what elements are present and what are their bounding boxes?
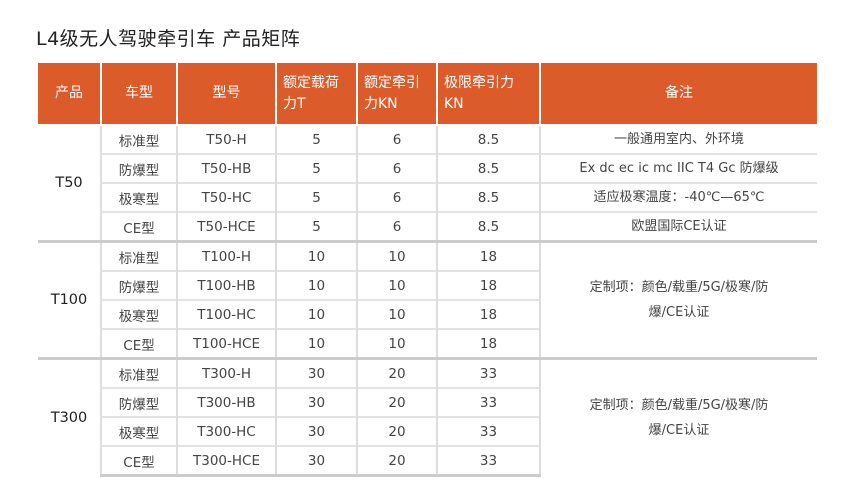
type-cell: CE型 <box>100 211 177 242</box>
traction-cell: 10 <box>356 328 437 359</box>
page-title: L4级无人驾驶牵引车 产品矩阵 <box>36 28 301 50</box>
max-traction-cell: 18 <box>436 328 540 359</box>
model-cell: T300-H <box>176 357 276 388</box>
type-cell: 防爆型 <box>100 153 177 183</box>
model-cell: T50-H <box>176 124 276 154</box>
model-cell: T300-HCE <box>176 445 276 477</box>
load-cell: 5 <box>275 153 357 183</box>
table-row: T100 标准型 T100-H 10 10 18 定制项：颜色/载重/5G/极寒/防爆/CE… <box>38 240 817 359</box>
max-traction-cell: 18 <box>436 240 540 271</box>
note-cell: 一般通用室内、外环境 <box>539 124 817 154</box>
header-model: 型号 <box>176 63 276 125</box>
load-cell: 30 <box>275 357 357 388</box>
max-traction-cell: 33 <box>436 445 540 477</box>
model-cell: T100-HC <box>176 299 276 329</box>
type-cell: CE型 <box>100 445 177 477</box>
model-cell: T100-HCE <box>176 328 276 359</box>
traction-cell: 6 <box>356 182 437 212</box>
max-traction-cell: 18 <box>436 299 540 329</box>
table-row: T50 标准型 T50-H 5 6 8.5 一般通用室内、外环境 <box>38 124 817 242</box>
traction-cell: 6 <box>356 124 437 154</box>
load-cell: 10 <box>275 270 357 300</box>
model-cell: T50-HB <box>176 153 276 183</box>
traction-cell: 6 <box>356 211 437 242</box>
load-cell: 30 <box>275 445 357 477</box>
table-row: 防爆型 T300-HB 30 20 33 <box>38 387 817 417</box>
header-product: 产品 <box>38 63 101 125</box>
type-cell: 极寒型 <box>100 182 177 212</box>
model-cell: T100-HB <box>176 270 276 300</box>
model-cell: T50-HC <box>176 182 276 212</box>
load-cell: 10 <box>275 240 357 271</box>
table-row: CE型 T50-HCE 5 6 8.5 欧盟国际CE认证 <box>38 211 817 242</box>
max-traction-cell: 33 <box>436 387 540 417</box>
type-cell: 标准型 <box>100 357 177 388</box>
traction-cell: 20 <box>356 445 437 477</box>
header-row: 产品 车型 型号 额定载荷力T 额定牵引力KN 极限牵引力KN 备注 <box>38 63 817 125</box>
table-row: 极寒型 T300-HC 30 20 33 <box>38 416 817 446</box>
header-rated-load: 额定载荷力T <box>275 63 357 125</box>
model-cell: T300-HB <box>176 387 276 417</box>
load-cell: 5 <box>275 124 357 154</box>
max-traction-cell: 8.5 <box>436 124 540 154</box>
traction-cell: 10 <box>356 270 437 300</box>
type-cell: 极寒型 <box>100 299 177 329</box>
note-cell: 定制项：颜色/载重/5G/极寒/防爆/CE认证 <box>539 240 817 359</box>
product-cell: T300 <box>38 357 101 476</box>
note-cell: 欧盟国际CE认证 <box>539 211 817 242</box>
header-max-traction: 极限牵引力KN <box>436 63 540 125</box>
type-cell: 标准型 <box>100 124 177 154</box>
model-cell: T300-HC <box>176 416 276 446</box>
type-cell: 防爆型 <box>100 270 177 300</box>
type-cell: CE型 <box>100 328 177 359</box>
table-row: CE型 T100-HCE 10 10 18 <box>38 328 817 359</box>
load-cell: 5 <box>275 211 357 242</box>
note-cell: Ex dc ec ic mc IIC T4 Gc 防爆级 <box>539 153 817 183</box>
load-cell: 5 <box>275 182 357 212</box>
type-cell: 标准型 <box>100 240 177 271</box>
load-cell: 10 <box>275 328 357 359</box>
load-cell: 30 <box>275 387 357 417</box>
load-cell: 10 <box>275 299 357 329</box>
max-traction-cell: 8.5 <box>436 211 540 242</box>
table-row: 极寒型 T100-HC 10 10 18 <box>38 299 817 329</box>
product-cell: T50 <box>38 124 101 242</box>
max-traction-cell: 18 <box>436 270 540 300</box>
max-traction-cell: 33 <box>436 357 540 388</box>
header-notes: 备注 <box>539 63 817 125</box>
traction-cell: 20 <box>356 387 437 417</box>
product-matrix-table: 产品 车型 型号 额定载荷力T 额定牵引力KN 极限牵引力KN 备注 T50 标准… <box>38 63 817 477</box>
header-type: 车型 <box>100 63 177 125</box>
header-rated-traction: 额定牵引力KN <box>356 63 437 125</box>
traction-cell: 10 <box>356 240 437 271</box>
model-cell: T100-H <box>176 240 276 271</box>
max-traction-cell: 33 <box>436 416 540 446</box>
traction-cell: 20 <box>356 357 437 388</box>
model-cell: T50-HCE <box>176 211 276 242</box>
product-cell: T100 <box>38 240 101 359</box>
traction-cell: 6 <box>356 153 437 183</box>
table-row: 防爆型 T100-HB 10 10 18 <box>38 270 817 300</box>
table-row: CE型 T300-HCE 30 20 33 <box>38 445 817 477</box>
note-cell: 定制项：颜色/载重/5G/极寒/防爆/CE认证 <box>539 357 817 476</box>
max-traction-cell: 8.5 <box>436 182 540 212</box>
traction-cell: 20 <box>356 416 437 446</box>
type-cell: 极寒型 <box>100 416 177 446</box>
table-row: 防爆型 T50-HB 5 6 8.5 Ex dc ec ic mc IIC T4 Gc 防… <box>38 153 817 183</box>
type-cell: 防爆型 <box>100 387 177 417</box>
table-row: 极寒型 T50-HC 5 6 8.5 适应极寒温度：-40℃—65℃ <box>38 182 817 212</box>
max-traction-cell: 8.5 <box>436 153 540 183</box>
traction-cell: 10 <box>356 299 437 329</box>
note-cell: 适应极寒温度：-40℃—65℃ <box>539 182 817 212</box>
table-row: T300 标准型 T300-H 30 20 33 定制项：颜色/载重/5G/极寒/防爆/CE… <box>38 357 817 476</box>
load-cell: 30 <box>275 416 357 446</box>
